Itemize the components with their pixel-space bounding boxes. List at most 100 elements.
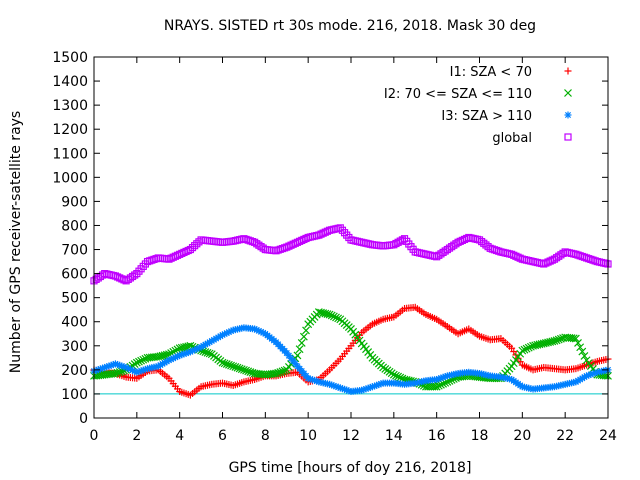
legend-marker: [564, 133, 572, 141]
y-tick-label: 1000: [52, 170, 88, 186]
x-tick-label: 22: [556, 428, 574, 444]
data-point: [392, 371, 400, 380]
legend-marker: [564, 89, 572, 97]
y-tick-label: 1500: [52, 50, 88, 66]
data-point: [188, 244, 197, 252]
x-tick-label: 16: [428, 428, 446, 444]
data-point: [229, 362, 238, 371]
legend: I1: SZA < 70 I2: 70 <= SZA <= 110 I3: SZA …: [384, 65, 572, 146]
legend-entry-label: global: [492, 131, 532, 146]
data-point: [135, 357, 143, 366]
data-point: [571, 334, 580, 343]
data-point: [574, 338, 582, 347]
x-tick-label: 6: [218, 428, 227, 444]
data-point: [173, 345, 182, 354]
y-axis-title: Number of GPS receiver-satellite rays: [8, 111, 24, 373]
axis-ticks: 0100200300400500600700800900100011001200…: [52, 50, 617, 444]
data-point: [556, 334, 565, 343]
data-point: [323, 310, 332, 318]
x-tick-label: 14: [385, 428, 403, 444]
data-point: [218, 358, 227, 367]
data-point: [248, 237, 257, 246]
data-point: [191, 242, 199, 250]
data-point: [552, 336, 561, 345]
data-point: [276, 368, 285, 376]
x-tick-label: 24: [599, 428, 617, 444]
x-tick-label: 2: [132, 428, 141, 444]
data-point: [132, 358, 141, 367]
data-point: [137, 356, 146, 365]
data-point: [325, 310, 334, 319]
data-point: [526, 342, 535, 351]
data-point: [518, 346, 527, 355]
data-point: [115, 368, 124, 376]
y-tick-label: 1300: [52, 98, 88, 114]
data-point: [233, 363, 242, 372]
data-point: [299, 332, 308, 341]
legend-marker: [564, 111, 572, 119]
legend-entry-label: I1: SZA < 70: [450, 65, 532, 80]
data-point: [554, 335, 563, 344]
y-tick-label: 600: [61, 267, 88, 283]
data-point: [520, 345, 529, 354]
data-point: [220, 359, 229, 368]
data-point: [295, 345, 304, 354]
x-tick-label: 4: [175, 428, 184, 444]
data-point: [278, 367, 287, 376]
x-axis-title: GPS time [hours of doy 216, 2018]: [229, 460, 472, 476]
data-point: [389, 370, 398, 379]
series-3: [90, 324, 612, 396]
legend-marker: [564, 67, 572, 75]
data-point: [432, 382, 441, 391]
data-point: [131, 271, 139, 279]
data-point: [434, 381, 443, 390]
data-point: [113, 368, 122, 377]
data-point: [139, 355, 148, 364]
data-point: [274, 368, 283, 377]
data-point: [242, 366, 250, 375]
series-4: [90, 224, 612, 285]
data-point: [578, 347, 587, 356]
x-tick-label: 10: [299, 428, 317, 444]
data-point: [203, 348, 212, 357]
legend-entry-label: I3: SZA > 110: [441, 109, 532, 124]
legend-entry-label: I2: 70 <= SZA <= 110: [384, 87, 532, 102]
data-point: [111, 369, 120, 378]
data-point: [524, 343, 533, 352]
y-tick-label: 200: [61, 363, 88, 379]
chart-title: NRAYS. SISTED rt 30s mode. 216, 2018. Ma…: [164, 18, 536, 34]
data-point: [293, 351, 302, 360]
y-tick-label: 300: [61, 339, 88, 355]
x-tick-label: 8: [261, 428, 270, 444]
data-point: [398, 236, 406, 244]
y-tick-label: 400: [61, 315, 88, 331]
data-point: [580, 351, 589, 360]
data-point: [231, 363, 240, 371]
x-tick-label: 18: [471, 428, 489, 444]
y-tick-label: 0: [79, 411, 88, 427]
data-point: [205, 349, 214, 358]
data-point: [239, 365, 248, 374]
series-group: [90, 224, 612, 399]
y-tick-label: 1100: [52, 146, 88, 162]
data-point: [235, 364, 244, 373]
data-point: [332, 313, 340, 322]
data-point: [186, 245, 194, 254]
data-point: [437, 380, 445, 389]
data-point: [182, 247, 190, 256]
y-tick-label: 800: [61, 218, 88, 234]
data-point: [246, 368, 255, 376]
y-tick-label: 900: [61, 194, 88, 210]
data-point: [576, 343, 585, 352]
x-tick-label: 0: [90, 428, 99, 444]
y-tick-label: 700: [61, 243, 88, 259]
x-tick-label: 20: [513, 428, 531, 444]
data-point: [244, 367, 253, 376]
data-point: [329, 312, 338, 321]
data-point: [225, 360, 233, 369]
data-point: [334, 314, 343, 323]
data-point: [522, 344, 531, 353]
data-point: [193, 240, 201, 248]
